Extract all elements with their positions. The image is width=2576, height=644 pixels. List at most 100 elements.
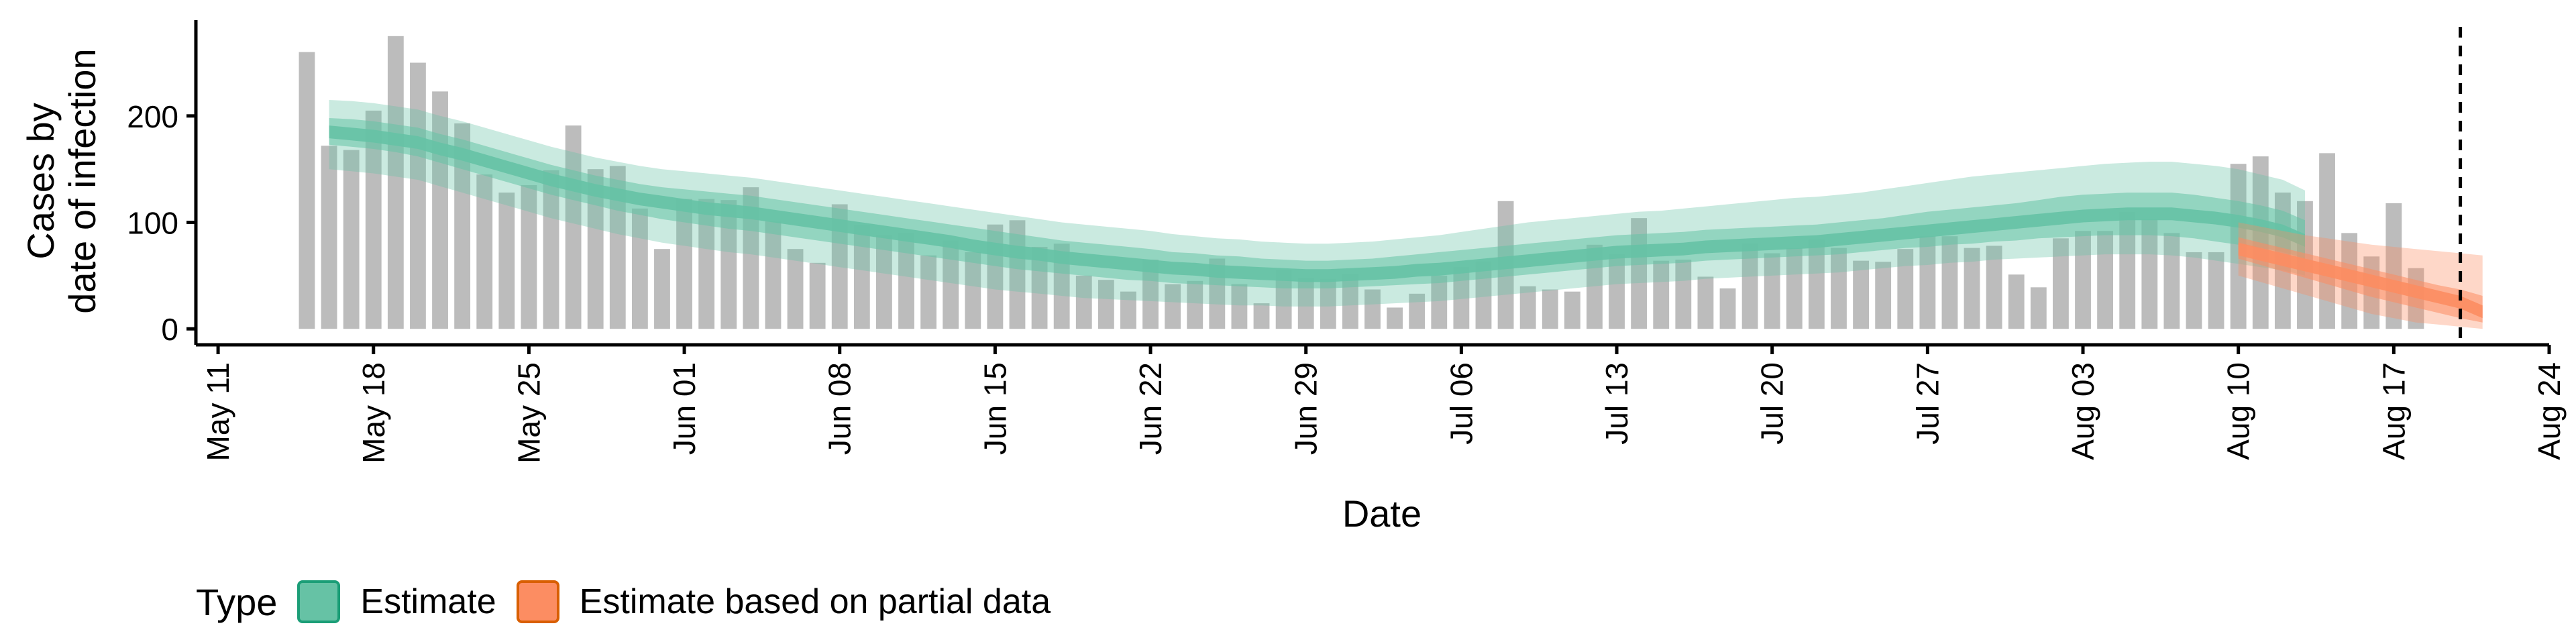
case-bar (321, 146, 337, 329)
legend-key-partial (516, 580, 559, 623)
case-bar (1097, 280, 1114, 329)
case-bar (1297, 278, 1314, 329)
case-bar (1564, 291, 1580, 329)
case-bar (454, 123, 471, 329)
case-bar (631, 208, 648, 329)
y-tick-label: 200 (127, 99, 178, 134)
case-bar (1165, 284, 1181, 329)
case-bar (2119, 211, 2136, 329)
median-band-series-1 (2238, 242, 2483, 319)
case-bar (1919, 236, 1936, 329)
case-bar (476, 174, 493, 329)
x-tick-label: Jul 06 (1444, 362, 1479, 445)
case-bar (965, 252, 981, 329)
case-bar (1941, 236, 1958, 329)
y-axis-title-line: date of infection (61, 48, 103, 313)
bands-layer (329, 100, 2483, 329)
case-bar (898, 233, 914, 329)
x-tick-label: Jun 08 (822, 362, 857, 455)
y-axis-title: Cases bydate of infection (19, 48, 103, 313)
x-tick-label: Jun 22 (1133, 362, 1168, 455)
case-bar (1320, 278, 1336, 329)
x-tick-label: Aug 17 (2376, 362, 2411, 460)
case-bar (1697, 276, 1714, 329)
case-bar (387, 36, 404, 329)
case-bar (2208, 252, 2224, 329)
x-tick-label: Jun 01 (667, 362, 702, 455)
case-bar (1253, 303, 1270, 329)
case-bar (720, 200, 737, 329)
y-tick-label: 100 (127, 206, 178, 241)
x-tick-label: May 18 (356, 362, 391, 464)
case-bar (1675, 260, 1692, 329)
x-tick-label: Jul 13 (1599, 362, 1634, 445)
case-bar (2008, 274, 2025, 329)
case-bar (676, 199, 692, 329)
x-tick-label: Jun 29 (1289, 362, 1324, 455)
case-bar (1519, 286, 1536, 329)
case-bar (521, 184, 537, 329)
case-bar (943, 240, 959, 329)
legend-title: Type (196, 580, 278, 623)
case-bar (1853, 260, 1869, 329)
case-bar (1542, 289, 1558, 329)
legend-key-estimate (297, 580, 341, 623)
legend-label-partial: Estimate based on partial data (579, 582, 1051, 621)
case-bar (1808, 239, 1825, 329)
case-bar (1364, 289, 1381, 329)
case-bar (787, 249, 804, 329)
case-bar (1453, 267, 1470, 329)
case-bar (1187, 280, 1203, 329)
y-axis-title-line: Cases by (19, 103, 62, 259)
case-bar (2053, 238, 2069, 329)
case-bar (1764, 253, 1780, 329)
x-tick-label: Aug 24 (2532, 362, 2567, 460)
case-bar (1875, 262, 1892, 329)
case-bar (1719, 288, 1736, 329)
x-tick-label: Aug 10 (2221, 362, 2256, 460)
case-bar (654, 249, 670, 329)
axes-layer: 0 100 200 May 11 May 18 May 25 Jun 01 Jun 08 Jun… (127, 20, 2567, 464)
case-bar (343, 150, 360, 329)
y-tick-label: 0 (161, 312, 178, 347)
x-tick-label: Jul 20 (1755, 362, 1790, 445)
x-tick-label: May 11 (201, 362, 235, 461)
x-tick-label: May 25 (511, 362, 546, 464)
case-bar (498, 193, 515, 329)
case-bar (1897, 249, 1914, 329)
case-bar (543, 170, 559, 329)
case-bar (2186, 252, 2202, 329)
case-bar (1741, 244, 1758, 329)
case-bar (876, 235, 892, 329)
x-tick-label: Aug 03 (2065, 362, 2100, 460)
case-bar (2030, 287, 2047, 329)
case-bar (365, 110, 382, 329)
case-bar (1431, 275, 1448, 329)
case-bar (809, 262, 826, 329)
x-tick-label: Jul 27 (1910, 362, 1945, 445)
case-bar (698, 199, 715, 329)
legend-item-estimate: Estimate (297, 580, 496, 623)
case-bar (1653, 260, 1670, 329)
case-bar (765, 221, 782, 329)
x-axis-title: Date (1342, 492, 1421, 535)
case-bar (2163, 233, 2180, 329)
legend-label-estimate: Estimate (360, 582, 496, 621)
case-bar (1387, 307, 1403, 329)
case-bar (2097, 231, 2114, 329)
case-bar (1231, 284, 1248, 329)
case-bar (1986, 246, 2002, 329)
case-bar (1409, 293, 1426, 329)
case-bar (853, 224, 870, 329)
case-bar (2141, 219, 2158, 329)
chart-svg: 0 100 200 May 11 May 18 May 25 Jun 01 Jun 08 Jun… (19, 20, 2567, 535)
median-band-series-0 (329, 125, 2305, 282)
case-bar (299, 52, 315, 329)
x-tick-label: Jun 15 (977, 362, 1012, 455)
case-bar (1120, 291, 1136, 329)
case-bar (1786, 248, 1803, 329)
case-bar (1831, 248, 1847, 329)
case-bar (587, 169, 604, 329)
case-bar (920, 255, 937, 329)
